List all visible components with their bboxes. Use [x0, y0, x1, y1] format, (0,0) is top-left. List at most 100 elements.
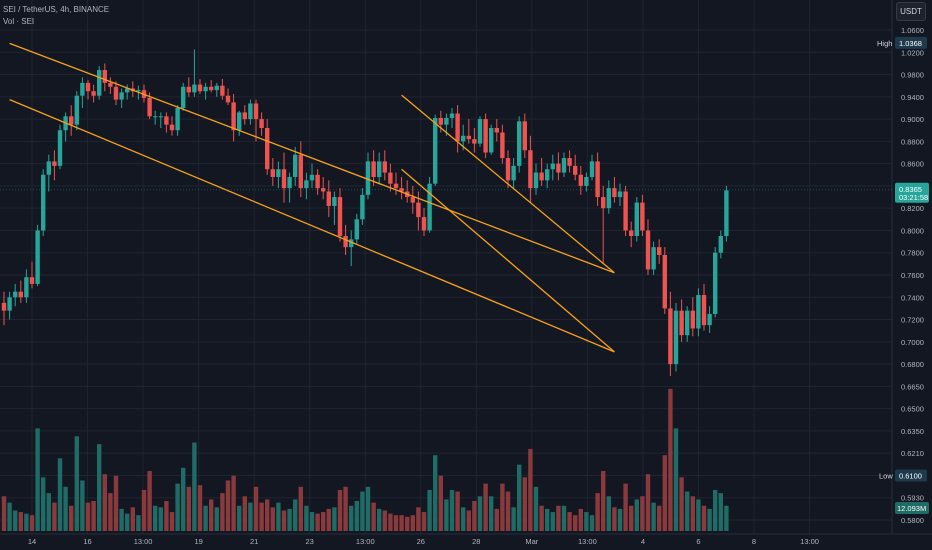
candle-body: [74, 95, 79, 125]
candle-body: [57, 130, 63, 166]
time-tick-label: 28: [472, 537, 480, 546]
candle-body: [673, 310, 679, 365]
volume-bar: [281, 510, 287, 531]
time-tick-label: 21: [250, 537, 258, 546]
volume-bar: [365, 486, 371, 531]
volume-bar: [298, 486, 303, 531]
candle-body: [41, 174, 46, 231]
candle-body: [601, 197, 606, 209]
trendlines[interactable]: [9, 42, 615, 353]
candle-body: [326, 191, 331, 206]
high-label: High: [877, 39, 892, 48]
candle-body: [679, 310, 684, 336]
volume-bar: [589, 515, 595, 531]
candle-body: [589, 161, 595, 177]
candle-body: [293, 154, 298, 177]
candle-body: [489, 128, 494, 153]
volume-bar: [573, 515, 578, 531]
volume-bar: [707, 508, 712, 531]
candle-body: [248, 103, 253, 120]
trendline[interactable]: [401, 94, 615, 274]
volume-bar: [393, 515, 399, 531]
volume-bar: [371, 502, 376, 531]
high-price-tag: 1.0368: [899, 39, 922, 48]
candle-body: [724, 190, 729, 237]
volume-bar: [46, 493, 51, 531]
candle-body: [455, 113, 460, 142]
candle-body: [433, 117, 438, 184]
candle-body: [444, 117, 449, 125]
candle-body: [472, 139, 477, 144]
candle-body: [545, 169, 550, 181]
price-tick-label: 0.7000: [901, 338, 924, 347]
last-price-countdown: 03:21:58: [899, 193, 928, 202]
candle-body: [438, 117, 443, 125]
currency-button[interactable]: USDT: [896, 2, 926, 21]
candle-body: [270, 169, 275, 177]
time-tick-label: 13:00: [578, 537, 597, 546]
candle-body: [349, 239, 354, 248]
volume-bar: [539, 505, 544, 531]
price-axis-bg: [892, 0, 932, 550]
candle-body: [281, 169, 287, 189]
candle-body: [645, 230, 651, 270]
volume-indicator-label[interactable]: Vol · SEI: [3, 17, 35, 26]
time-axis[interactable]: 14 16 13:00 19 21 23 13:00 26 28 Mar 13:00 4 6 8 13:00: [0, 533, 932, 546]
volume-bar: [326, 508, 331, 531]
volume-bar: [545, 508, 550, 531]
trendline[interactable]: [9, 99, 615, 353]
time-tick-label: 19: [194, 537, 202, 546]
volume-bar: [80, 480, 85, 531]
candle-body: [595, 161, 600, 198]
volume-bar: [528, 448, 533, 531]
volume-bar: [606, 496, 611, 531]
volume-bar: [612, 507, 617, 531]
volume-bar: [556, 505, 561, 531]
volume-bar: [455, 491, 460, 531]
volume-bar: [405, 516, 410, 531]
volume-bar: [102, 474, 107, 531]
candle-body: [52, 161, 57, 166]
volume-bar: [231, 475, 236, 531]
symbol-title[interactable]: SEI / TetherUS, 4h, BINANCE: [3, 5, 110, 14]
trendline[interactable]: [401, 168, 615, 353]
candle-body: [237, 112, 242, 131]
price-tick-label: 0.9000: [901, 115, 924, 124]
candle-body: [7, 297, 12, 311]
candle-body: [640, 202, 645, 231]
volume-bar: [718, 493, 723, 531]
volume-bar: [220, 493, 225, 531]
candle-body: [528, 150, 533, 189]
volume-bar: [63, 486, 68, 531]
volume-tag-bg: [895, 502, 929, 514]
candle-body: [690, 310, 695, 329]
volume-bar: [522, 477, 527, 531]
trendline[interactable]: [9, 42, 615, 274]
volume-bar: [662, 455, 667, 531]
volume-bar: [337, 489, 343, 531]
candle-body: [461, 135, 466, 142]
candle-body: [231, 102, 236, 131]
volume-bar: [489, 496, 494, 531]
volume-bar: [601, 471, 606, 531]
volume-bar: [74, 436, 79, 531]
volume-bar: [617, 508, 623, 531]
candle-body: [80, 82, 85, 96]
price-tick-label: 1.0200: [901, 48, 924, 57]
candle-body: [612, 188, 617, 198]
time-tick-label: 23: [306, 537, 314, 546]
volume-bar: [7, 502, 12, 531]
candle-body: [186, 86, 191, 93]
time-tick-label: Mar: [525, 537, 538, 546]
candle-body: [567, 158, 572, 166]
candle-body: [85, 82, 91, 92]
candle-body: [718, 236, 723, 253]
volume-bar: [24, 513, 29, 531]
volume-bar: [645, 474, 651, 531]
candle-body: [125, 88, 130, 93]
candle-body: [175, 107, 180, 131]
price-axis[interactable]: 1.0600 1.0200 0.9800 0.9400 0.9000 0.8800 0.86…: [891, 0, 932, 550]
volume-bar: [164, 501, 169, 531]
